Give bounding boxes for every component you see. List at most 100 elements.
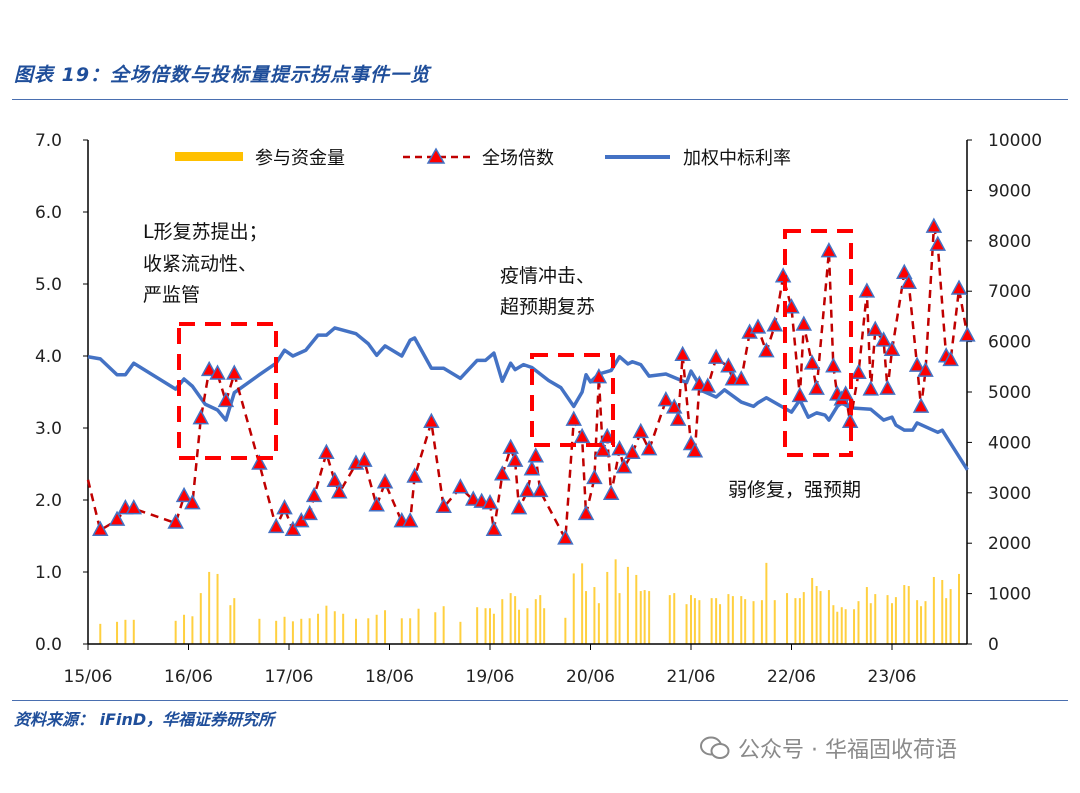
multiplier-marker: [615, 458, 633, 474]
volume-bar: [539, 595, 542, 644]
multiplier-marker: [423, 412, 440, 428]
multiplier-marker: [925, 217, 943, 233]
multiplier-marker: [766, 316, 784, 332]
volume-bar: [208, 571, 211, 644]
volume-bar: [802, 592, 805, 644]
multiplier-marker: [950, 279, 968, 295]
volume-bar: [815, 586, 818, 644]
source-note: 资料来源： iFinD，华福证券研究所: [14, 710, 275, 729]
volume-bar: [534, 599, 537, 644]
multiplier-marker: [707, 348, 725, 364]
volume-bar: [744, 599, 747, 644]
volume-bar: [342, 613, 345, 644]
volume-bar: [258, 618, 261, 644]
annotation-box-2022: [783, 229, 853, 457]
volume-bar: [731, 596, 734, 644]
volume-bar: [564, 617, 567, 644]
multiplier-marker: [594, 441, 612, 457]
volume-bar: [283, 616, 286, 644]
multiplier-marker: [908, 356, 926, 372]
wechat-icon: [700, 736, 730, 759]
volume-bar: [459, 621, 462, 644]
multiplier-marker: [896, 263, 913, 279]
volume-bar: [869, 603, 872, 644]
multiplier-marker: [590, 368, 608, 384]
multiplier-marker: [267, 517, 285, 534]
volume-bar: [639, 591, 642, 644]
volume-bar: [794, 598, 797, 644]
volume-bar: [476, 607, 479, 644]
multiplier-marker: [720, 357, 737, 373]
multiplier-marker: [573, 427, 591, 444]
multiplier-marker: [175, 486, 193, 503]
volume-bar: [690, 595, 692, 644]
multiplier-marker: [795, 315, 813, 331]
volume-bar: [907, 586, 910, 644]
volume-bar: [874, 594, 877, 644]
volume-bar: [581, 563, 584, 644]
title-divider: [12, 99, 1068, 100]
multiplier-marker: [452, 478, 469, 494]
volume-bar: [199, 593, 202, 644]
annotation-box-2016: [177, 322, 278, 460]
volume-bar: [124, 619, 127, 644]
multiplier-marker: [494, 465, 511, 481]
multiplier-marker: [318, 443, 335, 459]
volume-bar: [635, 574, 638, 644]
multiplier-marker: [602, 484, 620, 500]
multiplier-marker: [519, 481, 536, 498]
volume-bar: [685, 604, 688, 644]
multiplier-marker: [276, 499, 293, 515]
watermark-text: 公众号 · 华福固收荷语: [738, 738, 957, 763]
multiplier-marker: [356, 451, 373, 467]
multiplier-marker: [912, 397, 930, 413]
volume-bar: [765, 562, 768, 644]
volume-bar: [840, 607, 843, 644]
multiplier-marker: [510, 499, 528, 515]
multiplier-marker: [326, 471, 344, 488]
multiplier-marker: [866, 320, 884, 336]
multiplier-marker: [406, 467, 423, 483]
volume-bar: [526, 608, 529, 644]
volume-bar: [916, 600, 919, 644]
volume-bar: [949, 589, 952, 644]
annotation-text: 弱修复，强预期: [728, 479, 861, 501]
y-right-tick-label: 9000: [988, 181, 1031, 201]
multiplier-marker: [586, 468, 603, 485]
x-tick-label: 15/06: [64, 667, 113, 687]
multiplier-marker: [632, 422, 650, 439]
volume-bar: [740, 596, 743, 644]
volume-bar: [317, 613, 320, 644]
volume-bar: [543, 608, 546, 644]
multiplier-marker: [791, 386, 809, 403]
legend-label: 全场倍数: [482, 148, 554, 169]
multiplier-marker: [665, 398, 683, 414]
watermark: 公众号 · 华福固收荷语: [700, 732, 957, 764]
volume-bar: [99, 623, 102, 644]
y-left-tick-label: 3.0: [35, 419, 62, 439]
volume-bar: [216, 573, 219, 644]
multiplier-marker: [858, 282, 876, 298]
y-right-tick-label: 8000: [988, 232, 1031, 252]
chart-title: 图表 19：全场倍数与投标量提示拐点事件一览: [14, 64, 431, 86]
volume-bar: [606, 571, 609, 644]
multiplier-marker: [929, 235, 947, 251]
multiplier-marker: [850, 363, 867, 380]
multiplier-marker: [523, 460, 541, 476]
multiplier-marker: [192, 409, 210, 425]
volume-bar: [355, 618, 357, 644]
multiplier-marker: [531, 481, 549, 498]
multiplier-marker: [435, 497, 452, 513]
volume-bar: [715, 598, 718, 644]
y-left-tick-label: 4.0: [35, 347, 62, 367]
y-right-tick-label: 7000: [988, 282, 1031, 302]
volume-bar: [752, 601, 755, 644]
volume-bar: [853, 609, 856, 644]
multiplier-marker: [481, 494, 499, 510]
volume-bar: [116, 621, 119, 644]
multiplier-marker: [108, 510, 126, 526]
volume-bar: [572, 573, 575, 644]
y-left-tick-label: 6.0: [35, 203, 62, 223]
x-tick-label: 18/06: [365, 667, 414, 687]
